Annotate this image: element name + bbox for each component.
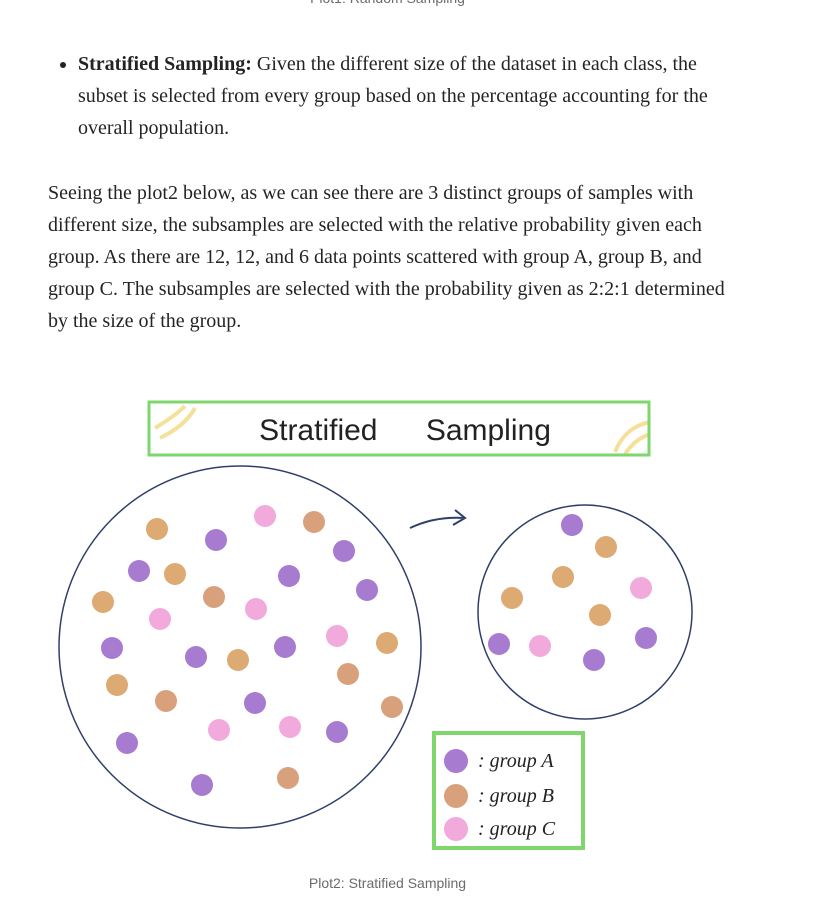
- bullet-text: Given the different size of the dataset …: [78, 53, 708, 139]
- figure: Stratified Sampling : group A : group B …: [58, 400, 693, 850]
- sample-dots: [92, 505, 657, 796]
- paragraph: Seeing the plot2 below, as we can see th…: [48, 182, 725, 332]
- figure-caption: Plot2: Stratified Sampling: [308, 875, 467, 891]
- previous-caption: Plot1: Random Sampling: [0, 0, 775, 6]
- bullet-list: Stratified Sampling: Given the different…: [58, 48, 728, 144]
- bullet-item: Stratified Sampling: Given the different…: [78, 48, 728, 144]
- illustration: Stratified Sampling : group A : group B …: [58, 400, 693, 850]
- legend-entry: : group B: [478, 785, 554, 807]
- figure-title: Stratified Sampling: [259, 414, 551, 447]
- legend-entry: : group C: [478, 818, 556, 840]
- legend-entry: : group A: [478, 750, 554, 772]
- bullet-term: Stratified Sampling:: [78, 53, 252, 75]
